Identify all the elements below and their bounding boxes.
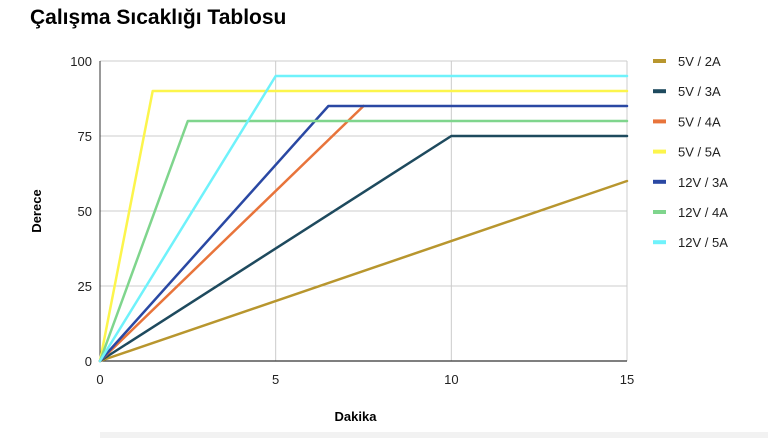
- series-line-5: [98, 104, 629, 363]
- tick-labels: 0 25 50 75 100 0 5 10 15: [70, 54, 634, 387]
- series-line-3: [98, 104, 365, 363]
- y-tick-label: 100: [70, 54, 92, 69]
- x-axis-title: Dakika: [335, 409, 378, 424]
- series-lines: [98, 74, 629, 363]
- bottom-divider: [100, 432, 768, 438]
- series-line-2: [98, 134, 629, 363]
- legend-label: 12V / 4A: [678, 205, 728, 220]
- x-tick-label: 10: [444, 372, 458, 387]
- legend: 5V / 2A 5V / 3A 5V / 4A 5V / 5A 12V / 3A 12V …: [653, 54, 728, 250]
- y-tick-label: 25: [78, 279, 92, 294]
- y-tick-label: 0: [85, 354, 92, 369]
- legend-label: 5V / 5A: [678, 145, 721, 160]
- series-line-1: [98, 179, 629, 363]
- legend-label: 12V / 3A: [678, 175, 728, 190]
- legend-label: 5V / 2A: [678, 54, 721, 69]
- series-line-7: [98, 74, 629, 363]
- x-tick-label: 15: [620, 372, 634, 387]
- chart-title: Çalışma Sıcaklığı Tablosu: [30, 6, 287, 29]
- y-axis-title: Derece: [29, 189, 44, 232]
- legend-label: 5V / 3A: [678, 84, 721, 99]
- x-tick-label: 0: [96, 372, 103, 387]
- y-tick-label: 50: [78, 204, 92, 219]
- legend-label: 5V / 4A: [678, 114, 721, 129]
- legend-label: 12V / 5A: [678, 235, 728, 250]
- series-line-4: [98, 89, 629, 363]
- series-line-6: [98, 119, 629, 363]
- axes: [99, 61, 627, 362]
- y-tick-label: 75: [78, 129, 92, 144]
- x-tick-label: 5: [272, 372, 279, 387]
